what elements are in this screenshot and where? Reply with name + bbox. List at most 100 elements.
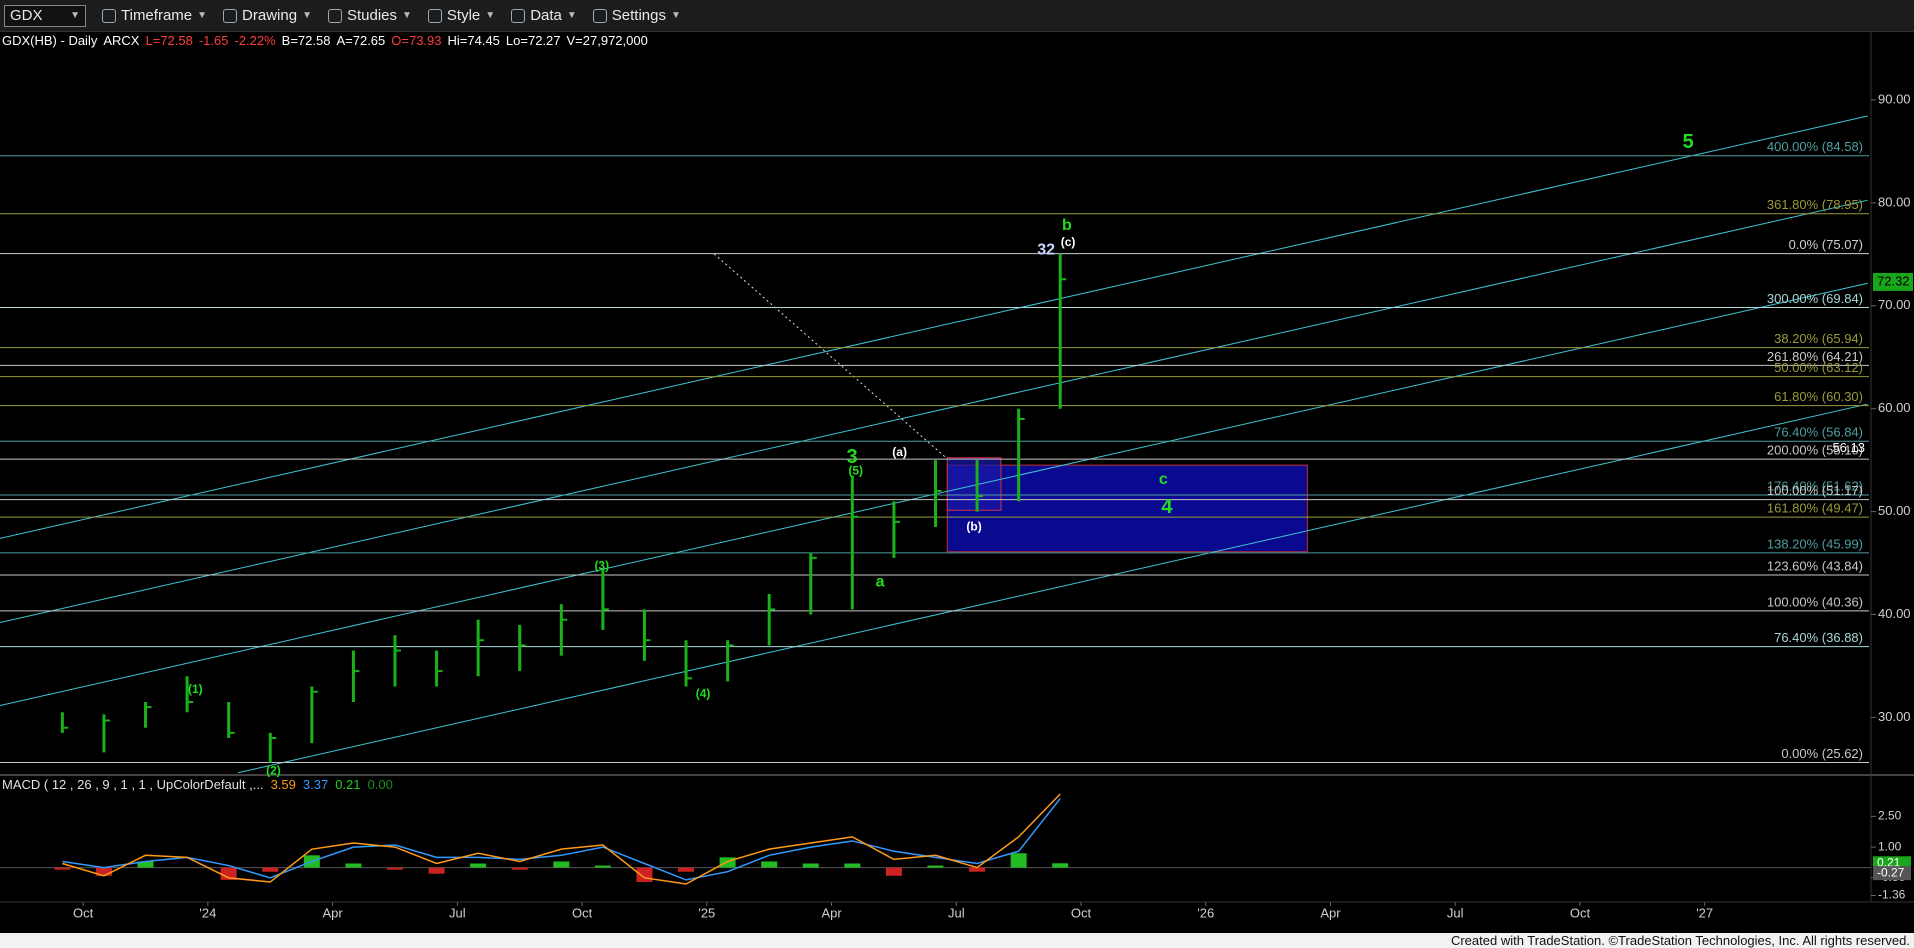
- histogram-bar: [636, 867, 653, 882]
- quote-field: -2.22%: [234, 33, 276, 48]
- toolbar-icon: [427, 8, 442, 23]
- y-tick-label: 70.00: [1878, 297, 1911, 312]
- macd-line: [62, 793, 1061, 885]
- histogram-bar: [885, 867, 902, 876]
- wave-label: 32: [1037, 241, 1055, 258]
- value-tag: 0.21: [1877, 855, 1901, 869]
- toolbar-icon: [102, 8, 116, 23]
- histogram-bar: [927, 865, 944, 868]
- histogram-bar: [54, 867, 71, 870]
- toolbar-label: Drawing: [242, 7, 298, 24]
- symbol-box[interactable]: GDX ▼: [4, 4, 86, 27]
- x-tick-label: '27: [1696, 905, 1713, 920]
- x-tick-label: Jul: [948, 905, 965, 920]
- histogram-bar: [969, 867, 986, 872]
- wave-label: (3): [594, 559, 609, 573]
- x-tick-label: Jul: [449, 905, 466, 920]
- wave-label: 5: [1683, 131, 1694, 153]
- toolbar-button[interactable]: Studies ▼: [327, 7, 412, 24]
- histogram-bar: [553, 861, 570, 868]
- fib-label: 0.0% (75.07): [1789, 237, 1863, 252]
- value-tag: -0.27: [1877, 865, 1905, 879]
- histogram-bar: [95, 867, 112, 876]
- toolbar-button[interactable]: Settings ▼: [592, 7, 681, 24]
- quote-field: ARCX: [103, 33, 140, 48]
- quote-field: O=73.93: [391, 33, 442, 48]
- quote-field: -1.65: [198, 33, 229, 48]
- histogram-bar: [470, 863, 487, 868]
- fib-label: 0.00% (25.62): [1781, 746, 1863, 761]
- macd-title: MACD ( 12 , 26 , 9 , 1 , 1 , UpColorDefa…: [2, 777, 264, 792]
- price-tag-box: [1873, 272, 1913, 291]
- histogram-bar: [719, 857, 736, 868]
- x-tick-label: Jul: [1447, 905, 1464, 920]
- dropdown-caret: ▼: [197, 10, 208, 21]
- toolbar-label: Settings: [611, 7, 666, 24]
- wave-label: (1): [188, 682, 203, 696]
- fib-label: 138.20% (45.99): [1767, 536, 1863, 551]
- histogram-bar: [678, 867, 695, 872]
- channel-line: [0, 116, 1868, 538]
- signal-line: [62, 798, 1061, 881]
- toolbar-icon: [511, 8, 526, 23]
- wave-label: b: [1062, 217, 1072, 234]
- wave-label: (c): [1061, 235, 1076, 249]
- histogram-bar: [844, 863, 861, 868]
- wave-label: (a): [892, 445, 907, 459]
- price-tag: 56.13: [1832, 440, 1865, 455]
- dropdown-caret: ▼: [485, 10, 496, 21]
- fib-label: 361.80% (78.95): [1767, 197, 1863, 212]
- histogram-bar: [802, 863, 819, 868]
- toolbar-label: Data: [530, 7, 562, 24]
- x-tick-label: Apr: [1320, 905, 1341, 920]
- quote-field: GDX(HB) - Daily: [2, 33, 98, 48]
- toolbar-icon: [223, 8, 238, 23]
- x-tick-label: '24: [199, 905, 216, 920]
- fib-label: 161.80% (49.47): [1767, 501, 1863, 516]
- x-tick-label: '25: [698, 905, 715, 920]
- toolbar: GDX ▼ Timeframe ▼ Drawing ▼ Studies ▼ Style ▼ Dat…: [0, 0, 1914, 32]
- toolbar-button[interactable]: Style ▼: [427, 7, 496, 24]
- drawings: [0, 116, 1868, 773]
- y-tick-label: 2.50: [1878, 809, 1902, 823]
- consolidation-box: [947, 458, 1001, 510]
- toolbar-button[interactable]: Drawing ▼: [223, 7, 312, 24]
- toolbar-button[interactable]: Timeframe ▼: [102, 7, 207, 24]
- x-tick-label: Oct: [73, 905, 94, 920]
- quote-field: Hi=74.45: [447, 33, 500, 48]
- wave-label: 3: [846, 446, 857, 468]
- y-tick-label: 50.00: [1878, 503, 1911, 518]
- fib-label: 300.00% (69.84): [1767, 291, 1863, 306]
- fib-label: 38.20% (65.94): [1774, 331, 1863, 346]
- wave-label: 4: [1161, 496, 1173, 518]
- histogram-bar: [345, 863, 362, 868]
- y-tick-label: -1.36: [1878, 888, 1906, 902]
- quote-field: Lo=72.27: [505, 33, 561, 48]
- fib-label: 400.00% (84.58): [1767, 139, 1863, 154]
- macd-readout: 3.37: [302, 777, 329, 792]
- wave-label: (b): [966, 519, 981, 533]
- y-tick-label: 60.00: [1878, 400, 1911, 415]
- fib-label: 261.80% (64.21): [1767, 349, 1863, 364]
- value-tag-box: [1873, 866, 1911, 881]
- histogram-bar: [386, 867, 403, 870]
- x-tick-label: Apr: [821, 905, 842, 920]
- macd-header: MACD ( 12 , 26 , 9 , 1 , 1 , UpColorDefa…: [2, 777, 393, 792]
- macd-readout: 0.21: [335, 777, 361, 792]
- histogram-bar: [1010, 853, 1027, 868]
- wave-label: c: [1159, 471, 1168, 488]
- histogram-bar: [428, 867, 445, 874]
- histogram-bar: [511, 867, 528, 870]
- histogram-bar: [220, 867, 237, 880]
- quote-field: L=72.58: [145, 33, 193, 48]
- x-tick-label: Oct: [572, 905, 593, 920]
- fib-label: 76.40% (56.84): [1774, 425, 1863, 440]
- wave-label: a: [876, 573, 885, 590]
- dropdown-caret: ▼: [670, 10, 681, 21]
- quote-field: B=72.58: [281, 33, 331, 48]
- histogram-bar: [137, 861, 154, 868]
- toolbar-button[interactable]: Data ▼: [511, 7, 577, 24]
- x-tick-label: Apr: [323, 905, 344, 920]
